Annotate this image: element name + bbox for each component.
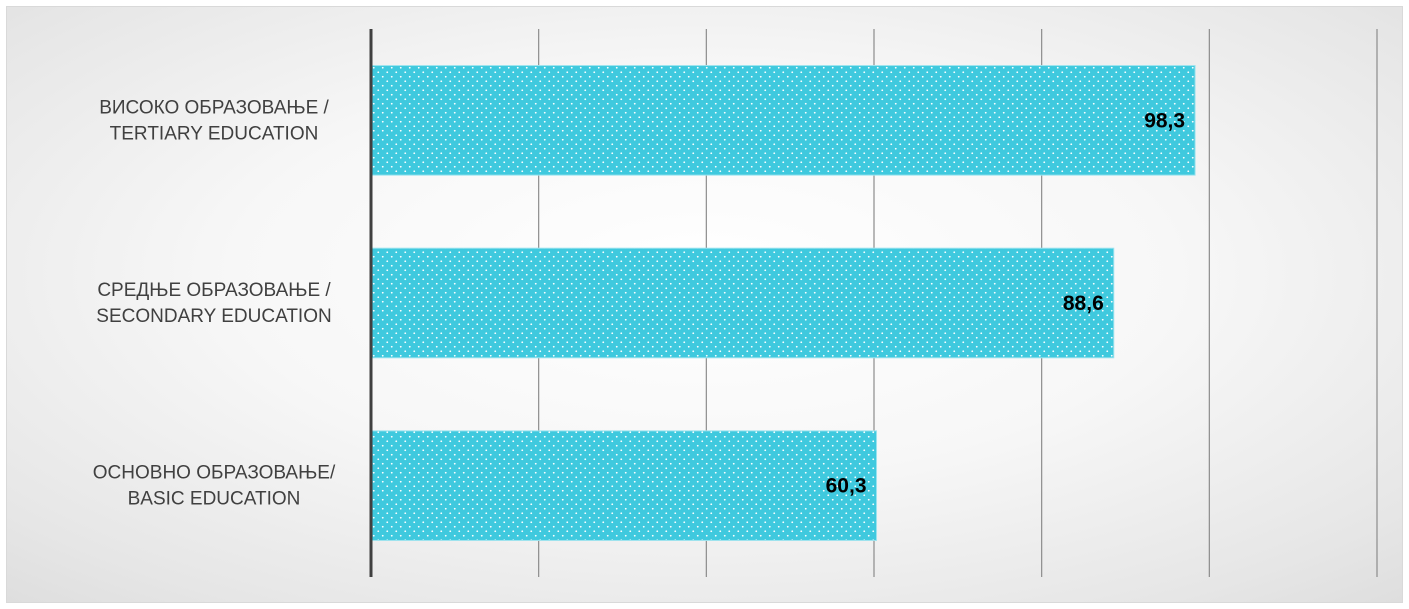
category-label: ОСНОВНО ОБРАЗОВАЊЕ/BASIC EDUCATION [93,463,336,510]
bars [371,65,1196,541]
data-label: 88,6 [1063,292,1104,315]
category-label-line: ОСНОВНО ОБРАЗОВАЊЕ/ [93,463,336,484]
bar [371,247,1115,359]
category-labels: ВИСОКО ОБРАЗОВАЊЕ / TERTIARY EDUCATION СРЕ… [93,97,336,509]
category-label-line: SECONDARY EDUCATION [96,306,331,327]
category-label-line: СРЕДЊЕ ОБРАЗОВАЊЕ / [97,280,331,301]
chart-area: ВИСОКО ОБРАЗОВАЊЕ / TERTIARY EDUCATION СРЕ… [6,6,1403,603]
category-label: ВИСОКО ОБРАЗОВАЊЕ / TERTIARY EDUCATION [99,97,329,144]
category-label-line: ВИСОКО ОБРАЗОВАЊЕ / [99,97,329,118]
bar [371,65,1196,176]
category-label: СРЕДЊЕ ОБРАЗОВАЊЕ / SECONDARY EDUCATION [96,280,331,327]
category-label-line: TERTIARY EDUCATION [110,123,319,144]
data-label: 60,3 [826,475,867,498]
bar-chart: ВИСОКО ОБРАЗОВАЊЕ / TERTIARY EDUCATION СРЕ… [93,29,1378,577]
data-label: 98,3 [1144,109,1185,132]
data-labels: 98,3 88,6 60,3 [826,109,1185,497]
bar [371,430,878,541]
category-label-line: BASIC EDUCATION [128,489,301,510]
